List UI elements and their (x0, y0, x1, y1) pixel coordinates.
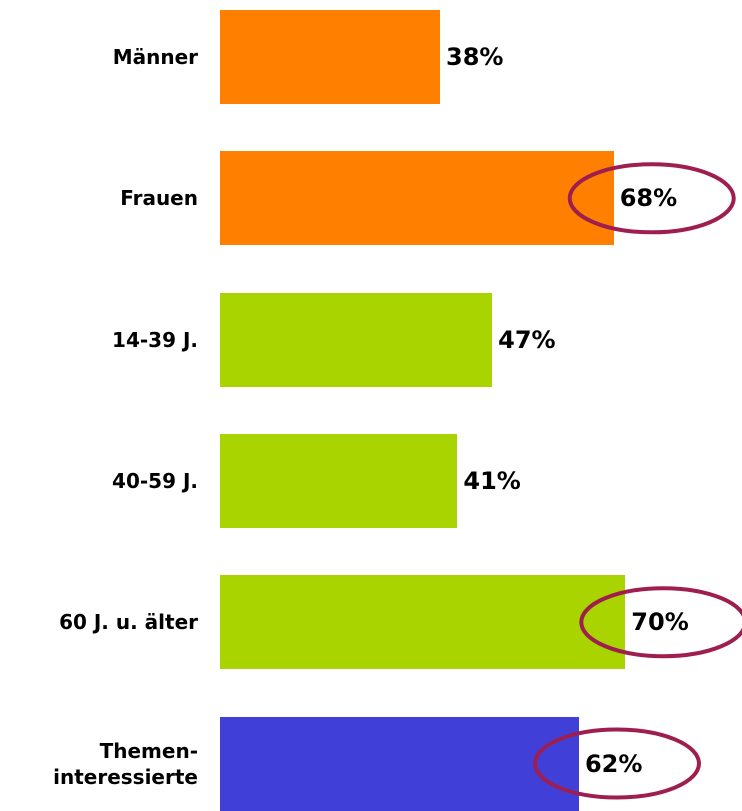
value-label: 62% (584, 749, 643, 778)
bar (220, 575, 626, 670)
bar (220, 433, 458, 528)
highlight-ellipse (579, 586, 742, 659)
bar (220, 292, 493, 387)
category-label: Frauen (120, 186, 198, 211)
category-label: 60 J. u. älter (59, 610, 198, 635)
value-label: 47% (498, 325, 556, 354)
bar (220, 151, 614, 246)
category-label: Themen- interessierte (53, 738, 198, 789)
category-label: 40-59 J. (112, 468, 198, 493)
bar (220, 716, 579, 811)
value-label: 68% (619, 184, 678, 213)
value-label: 70% (631, 608, 689, 637)
highlight-ellipse (532, 727, 701, 800)
value-label: 41% (463, 466, 521, 495)
category-label: 14-39 J. (112, 327, 198, 352)
value-label: 38% (446, 43, 504, 71)
bar (220, 10, 441, 104)
highlight-ellipse (567, 162, 736, 235)
category-label: Männer (112, 45, 198, 69)
